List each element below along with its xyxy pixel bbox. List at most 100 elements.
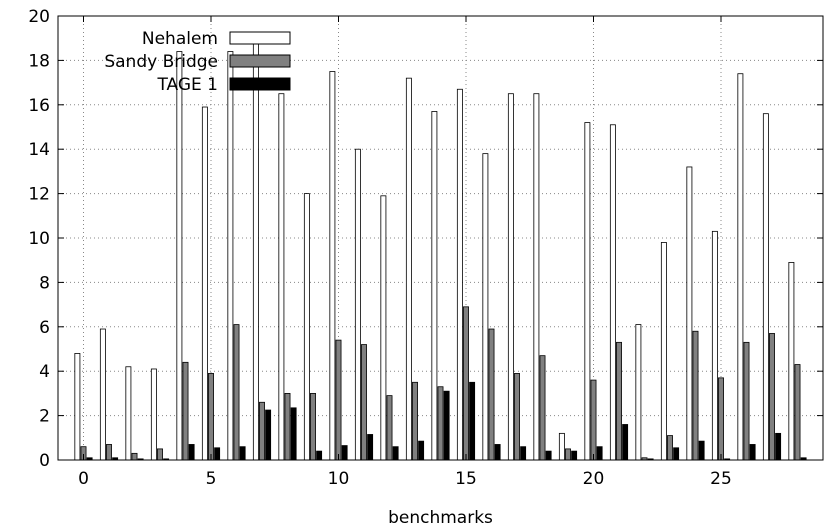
y-tick-label: 6 — [39, 318, 50, 338]
bar-nehalem — [711, 230, 718, 461]
bar-sandy-bridge — [131, 452, 138, 461]
bar-tage-1 — [239, 446, 246, 461]
bar-nehalem — [788, 262, 795, 461]
bar-nehalem — [431, 111, 438, 461]
bar-nehalem — [227, 51, 234, 461]
bar-sandy-bridge — [718, 377, 724, 461]
bar-tage-1 — [622, 424, 629, 461]
bar-nehalem — [609, 124, 616, 461]
bar-nehalem — [405, 77, 412, 461]
bar-nehalem — [74, 353, 81, 461]
y-tick-label: 2 — [39, 407, 50, 427]
y-tick-label: 4 — [39, 362, 50, 382]
bar-tage-1 — [571, 450, 578, 461]
x-tick-label: 25 — [710, 469, 732, 489]
bar-nehalem — [762, 113, 769, 461]
x-tick-label: 0 — [78, 469, 89, 489]
bar-sandy-bridge — [616, 341, 622, 461]
bar-tage-1 — [265, 409, 272, 461]
bar-tage-1 — [392, 446, 399, 461]
bar-sandy-bridge — [284, 392, 291, 461]
bar-tage-1 — [443, 390, 450, 461]
bar-tage-1 — [469, 381, 476, 461]
bar-tage-1 — [341, 445, 348, 461]
y-tick-label: 18 — [28, 51, 50, 71]
bar-sandy-bridge — [361, 344, 367, 461]
legend-swatch-tage-1 — [229, 77, 291, 91]
bar-sandy-bridge — [157, 448, 163, 461]
bar-nehalem — [558, 432, 565, 461]
bar-nehalem — [533, 93, 540, 461]
bar-sandy-bridge — [106, 444, 112, 461]
y-tick-label: 14 — [28, 140, 50, 160]
bar-nehalem — [150, 368, 157, 461]
legend-label-nehalem: Nehalem — [142, 29, 218, 49]
bar-sandy-bridge — [667, 435, 673, 461]
bar-sandy-bridge — [769, 333, 775, 461]
bar-tage-1 — [367, 434, 374, 461]
bar-tage-1 — [698, 440, 705, 461]
legend: Nehalem Sandy Bridge TAGE 1 — [104, 29, 291, 95]
x-axis-label: benchmarks — [388, 508, 493, 528]
bar-nehalem — [354, 148, 361, 461]
bar-sandy-bridge — [539, 355, 546, 461]
x-tick-label: 15 — [455, 469, 477, 489]
x-tick-label: 20 — [583, 469, 605, 489]
bar-sandy-bridge — [743, 341, 750, 461]
y-tick-label: 0 — [39, 451, 50, 471]
bar-nehalem — [176, 51, 183, 461]
bar-nehalem — [329, 71, 336, 461]
bar-nehalem — [584, 122, 591, 461]
bar-sandy-bridge — [208, 373, 214, 461]
bar-nehalem — [380, 195, 387, 461]
bar-sandy-bridge — [412, 381, 418, 461]
bar-nehalem — [99, 328, 106, 461]
bar-tage-1 — [290, 407, 297, 461]
y-tick-label: 8 — [39, 273, 50, 293]
bar-sandy-bridge — [794, 364, 801, 461]
bar-sandy-bridge — [386, 395, 393, 461]
bar-nehalem — [252, 37, 259, 461]
bar-nehalem — [635, 324, 642, 461]
bar-sandy-bridge — [182, 361, 189, 461]
legend-label-tage-1: TAGE 1 — [156, 75, 218, 95]
bar-sandy-bridge — [233, 324, 240, 461]
bar-tage-1 — [188, 444, 195, 461]
bar-tage-1 — [418, 440, 425, 461]
bar-sandy-bridge — [565, 448, 571, 461]
legend-label-sandy-bridge: Sandy Bridge — [104, 52, 218, 72]
y-tick-label: 10 — [28, 229, 50, 249]
legend-swatch-sandy-bridge — [229, 54, 291, 68]
bars — [74, 37, 807, 461]
y-tick-label: 16 — [28, 96, 50, 116]
bar-tage-1 — [749, 444, 756, 461]
bar-nehalem — [686, 166, 693, 461]
bar-sandy-bridge — [488, 328, 495, 461]
x-tick-label: 5 — [206, 469, 217, 489]
bar-sandy-bridge — [463, 306, 469, 461]
bar-sandy-bridge — [590, 379, 597, 461]
bar-sandy-bridge — [335, 339, 342, 461]
bar-sandy-bridge — [259, 401, 265, 461]
bar-tage-1 — [494, 444, 501, 461]
bar-nehalem — [737, 73, 744, 461]
x-tick-label: 10 — [328, 469, 350, 489]
bar-tage-1 — [673, 447, 680, 461]
bar-nehalem — [201, 106, 208, 461]
bar-nehalem — [125, 366, 132, 461]
bar-nehalem — [456, 88, 463, 461]
bar-tage-1 — [545, 450, 552, 461]
bar-tage-1 — [775, 432, 782, 461]
axis-ticks: 0 2 4 6 8 10 12 14 16 18 20 0 5 10 15 20 25 — [28, 7, 823, 489]
bar-sandy-bridge — [692, 330, 699, 461]
bar-tage-1 — [214, 447, 221, 461]
bar-tage-1 — [316, 450, 323, 461]
legend-swatch-nehalem — [229, 31, 291, 45]
bar-nehalem — [482, 153, 489, 461]
bar-sandy-bridge — [514, 373, 520, 461]
bar-sandy-bridge — [310, 392, 316, 461]
bar-tage-1 — [520, 446, 527, 461]
bar-sandy-bridge — [437, 386, 444, 461]
bar-nehalem — [303, 193, 310, 461]
